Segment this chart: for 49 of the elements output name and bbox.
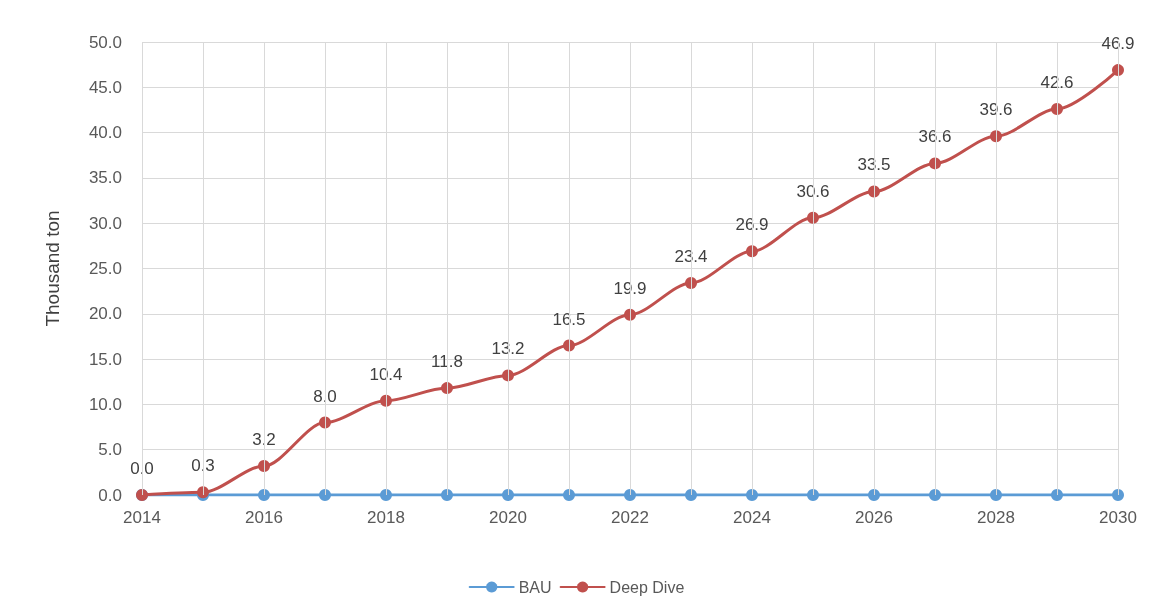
- point: [746, 245, 758, 258]
- x-tick-label: 2014: [123, 508, 161, 527]
- y-tick-label: 10.0: [88, 394, 122, 414]
- y-axis-title: Thousand ton: [42, 210, 63, 327]
- point: [746, 489, 758, 501]
- x-tick-label: 2026: [855, 508, 893, 527]
- y-tick-label: 20.0: [88, 304, 122, 324]
- point: [990, 130, 1002, 143]
- y-tick-label: 25.0: [88, 259, 122, 278]
- point: [258, 489, 270, 501]
- data-label: 8.0: [313, 386, 337, 406]
- data-label: 3.2: [252, 430, 276, 450]
- y-tick-label: 40.0: [88, 123, 122, 143]
- y-tick-label: 0.0: [98, 485, 122, 505]
- point: [807, 211, 819, 224]
- y-tick-label: 35.0: [88, 168, 122, 188]
- point: [1051, 489, 1063, 501]
- point: [685, 489, 697, 501]
- point: [624, 308, 636, 321]
- x-tick-label: 2028: [977, 508, 1015, 527]
- point: [563, 489, 575, 501]
- point: [807, 489, 819, 501]
- legend-label: BAU: [518, 578, 552, 596]
- point: [990, 489, 1002, 501]
- y-tick-label: 5.0: [98, 440, 122, 460]
- point: [624, 489, 636, 501]
- x-tick-label: 2024: [733, 508, 771, 527]
- point: [380, 394, 392, 407]
- x-tick-label: 2022: [611, 508, 649, 527]
- data-label: 0.0: [130, 459, 154, 478]
- point: [502, 489, 514, 501]
- point: [319, 489, 331, 501]
- legend-label: Deep Dive: [609, 578, 685, 596]
- y-tick-label: 50.0: [88, 32, 122, 52]
- point: [868, 489, 880, 501]
- point: [929, 489, 941, 501]
- point: [380, 489, 392, 501]
- data-label: 11.8: [431, 352, 463, 372]
- data-label: 46.9: [1101, 34, 1135, 54]
- x-tick-label: 2018: [367, 508, 405, 527]
- y-tick-label: 15.0: [88, 349, 122, 369]
- y-tick-label: 45.0: [88, 77, 122, 97]
- x-tick-label: 2020: [489, 508, 527, 527]
- x-tick-label: 2030: [1099, 508, 1137, 527]
- point: [1112, 489, 1124, 501]
- point: [441, 489, 453, 501]
- x-tick-label: 2016: [245, 508, 283, 527]
- data-label: 0.3: [191, 456, 215, 476]
- y-tick-label: 30.0: [88, 213, 122, 233]
